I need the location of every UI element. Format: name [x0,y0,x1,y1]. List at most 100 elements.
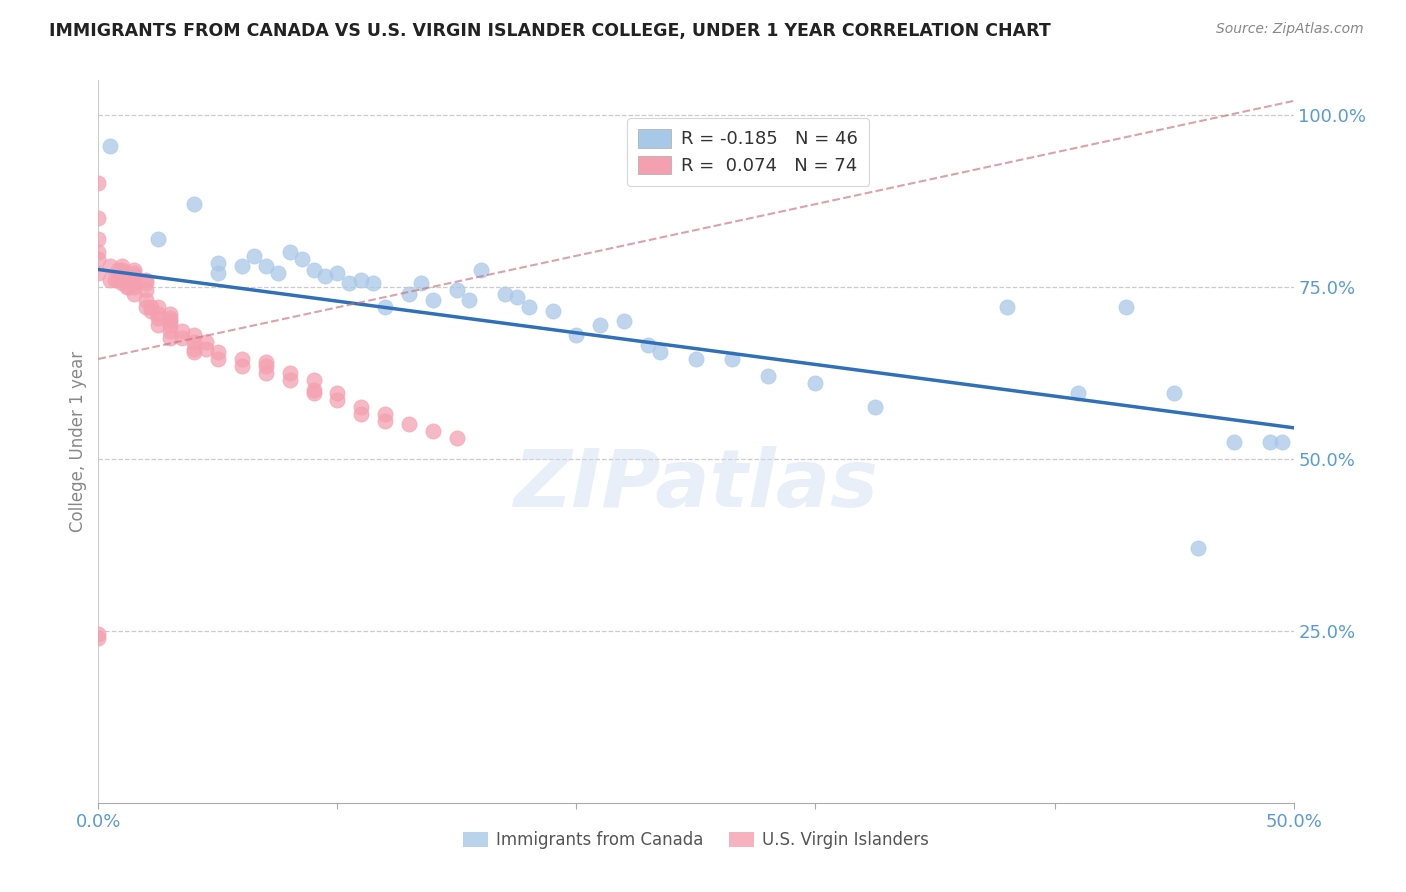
Point [1258,434,1281,449]
Point [756,369,779,384]
Point [648,345,672,359]
Point [98,259,122,273]
Point [422,293,444,308]
Point [87,177,110,191]
Legend: Immigrants from Canada, U.S. Virgin Islanders: Immigrants from Canada, U.S. Virgin Isla… [457,824,935,856]
Point [398,417,420,432]
Point [446,431,468,445]
Point [363,277,385,291]
Point [339,277,361,291]
Point [118,279,141,293]
Point [148,307,170,321]
Point [98,138,122,153]
Point [159,314,181,328]
Point [135,293,157,308]
Point [159,307,181,321]
Point [111,277,134,291]
Point [231,259,253,273]
Point [721,351,744,366]
Point [87,245,110,260]
Point [183,327,205,342]
Point [207,351,229,366]
Point [183,334,205,349]
Point [148,318,170,332]
Point [374,301,396,315]
Point [374,414,396,428]
Point [254,359,277,373]
Point [172,325,194,339]
Point [302,383,325,397]
Point [148,310,170,325]
Point [254,355,277,369]
Point [111,273,134,287]
Point [183,342,205,356]
Point [1067,386,1090,401]
Point [207,255,229,269]
Point [195,342,218,356]
Point [865,400,887,414]
Point [326,393,349,408]
Point [350,400,373,414]
Point [87,631,110,645]
Point [458,293,481,308]
Point [350,273,373,287]
Point [124,262,146,277]
Point [291,252,314,267]
Point [111,262,134,277]
Point [124,273,146,287]
Point [326,386,349,401]
Point [183,197,205,211]
Point [115,279,138,293]
Point [124,279,146,293]
Point [398,286,420,301]
Point [104,273,127,287]
Point [411,277,433,291]
Point [589,318,612,332]
Point [98,273,122,287]
Point [207,345,229,359]
Point [195,334,218,349]
Point [374,407,396,421]
Point [124,266,146,280]
Point [565,327,588,342]
Point [87,252,110,267]
Point [278,373,301,387]
Text: IMMIGRANTS FROM CANADA VS U.S. VIRGIN ISLANDER COLLEGE, UNDER 1 YEAR CORRELATION: IMMIGRANTS FROM CANADA VS U.S. VIRGIN IS… [49,22,1050,40]
Point [1223,434,1246,449]
Point [995,301,1018,315]
Point [111,266,134,280]
Point [231,351,253,366]
Point [302,262,325,277]
Point [278,245,301,260]
Point [139,303,162,318]
Point [148,301,170,315]
Point [87,231,110,245]
Point [613,314,636,328]
Point [350,407,373,421]
Text: ZIPatlas: ZIPatlas [513,446,879,524]
Point [87,266,110,280]
Point [87,211,110,225]
Point [422,424,444,438]
Point [159,310,181,325]
Point [107,273,129,287]
Point [159,318,181,332]
Point [637,338,659,352]
Point [302,373,325,387]
Point [124,269,146,284]
Point [494,286,516,301]
Point [541,303,564,318]
Point [148,231,170,245]
Point [231,359,253,373]
Point [135,277,157,291]
Point [1115,301,1137,315]
Point [135,301,157,315]
Text: Source: ZipAtlas.com: Source: ZipAtlas.com [1216,22,1364,37]
Point [1187,541,1209,556]
Point [1163,386,1185,401]
Point [315,269,337,284]
Point [470,262,492,277]
Point [107,262,129,277]
Point [115,273,138,287]
Point [135,273,157,287]
